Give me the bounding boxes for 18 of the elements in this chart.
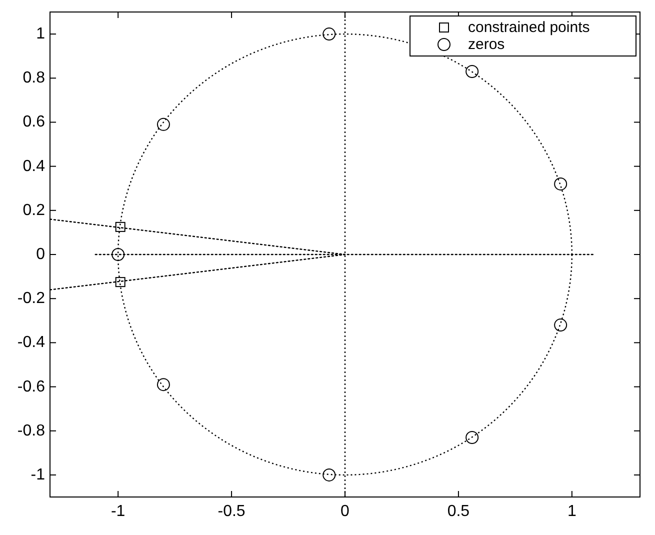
y-tick-label: 0.4 xyxy=(22,158,46,175)
y-tick-label: 0 xyxy=(36,246,46,263)
x-tick-label: 1 xyxy=(567,503,576,520)
y-tick-label: 1 xyxy=(36,26,46,43)
y-tick-label: 0.8 xyxy=(22,70,46,87)
y-tick-label: -0.2 xyxy=(17,290,46,308)
legend-label: constrained points xyxy=(468,19,590,36)
y-tick-label: -1 xyxy=(30,466,46,484)
y-tick-label: -0.4 xyxy=(17,334,46,352)
y-tick-label: -0.8 xyxy=(17,422,46,440)
y-tick-label: 0.6 xyxy=(22,114,46,131)
x-tick-label: -0.5 xyxy=(218,503,246,520)
x-tick-label: 0 xyxy=(340,503,350,520)
legend-label: zeros xyxy=(468,36,505,53)
y-tick-label: 0.2 xyxy=(22,202,46,219)
y-tick-label: -0.6 xyxy=(17,378,46,396)
x-tick-label: 0.5 xyxy=(447,503,470,520)
x-tick-label: -1 xyxy=(110,503,126,520)
